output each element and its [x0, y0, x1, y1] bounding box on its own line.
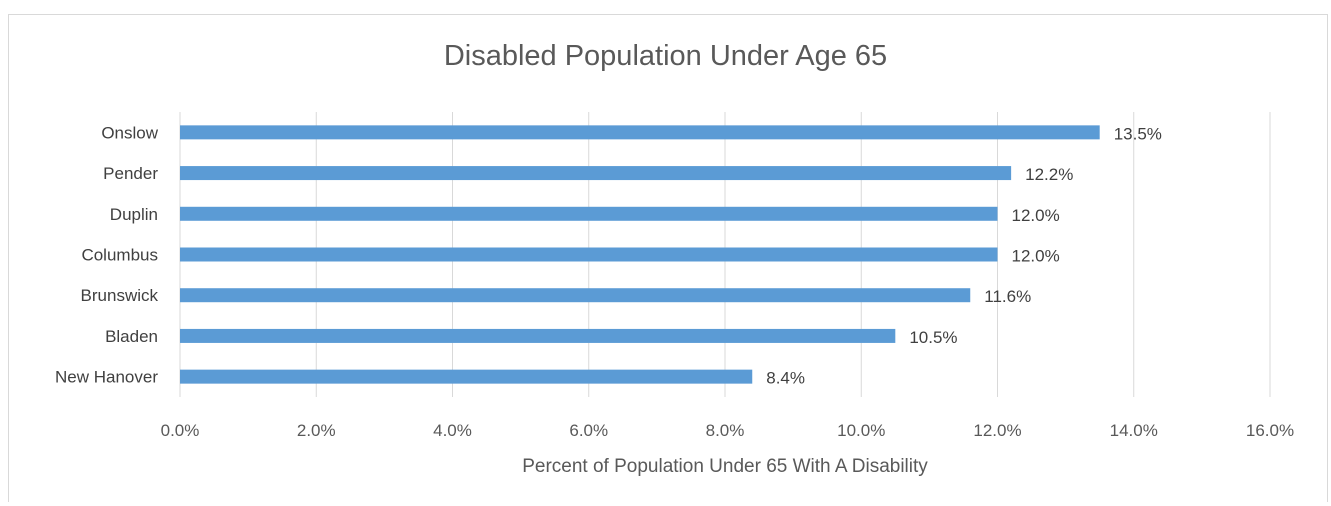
- bar: [180, 166, 1012, 181]
- category-label: Pender: [103, 164, 158, 183]
- x-tick-label: 16.0%: [1246, 421, 1294, 440]
- category-label: Onslow: [101, 123, 158, 142]
- x-tick-label: 10.0%: [837, 421, 885, 440]
- bar: [180, 288, 971, 303]
- x-tick-label: 8.0%: [706, 421, 745, 440]
- bar: [180, 206, 998, 221]
- bar: [180, 369, 753, 384]
- data-label: 12.2%: [1025, 165, 1073, 184]
- data-label: 13.5%: [1114, 124, 1162, 143]
- category-label: Bladen: [105, 327, 158, 346]
- category-label: Columbus: [81, 246, 158, 265]
- bar: [180, 328, 896, 343]
- data-label: 8.4%: [766, 369, 805, 388]
- x-tick-label: 14.0%: [1110, 421, 1158, 440]
- category-label: Duplin: [110, 205, 158, 224]
- bar: [180, 125, 1100, 140]
- category-label: Brunswick: [81, 286, 159, 305]
- data-label: 12.0%: [1012, 247, 1060, 266]
- bar: [180, 247, 998, 262]
- x-tick-label: 0.0%: [161, 421, 200, 440]
- data-label: 11.6%: [984, 287, 1031, 306]
- x-tick-label: 2.0%: [297, 421, 336, 440]
- data-label: 10.5%: [909, 328, 957, 347]
- x-tick-label: 4.0%: [433, 421, 472, 440]
- x-tick-label: 6.0%: [569, 421, 608, 440]
- chart-title: Disabled Population Under Age 65: [443, 40, 888, 72]
- x-tick-label: 12.0%: [973, 421, 1021, 440]
- category-label: New Hanover: [55, 368, 158, 387]
- chart-frame: [8, 14, 1328, 502]
- data-label: 12.0%: [1012, 206, 1060, 225]
- x-axis-title: Percent of Population Under 65 With A Di…: [522, 456, 928, 477]
